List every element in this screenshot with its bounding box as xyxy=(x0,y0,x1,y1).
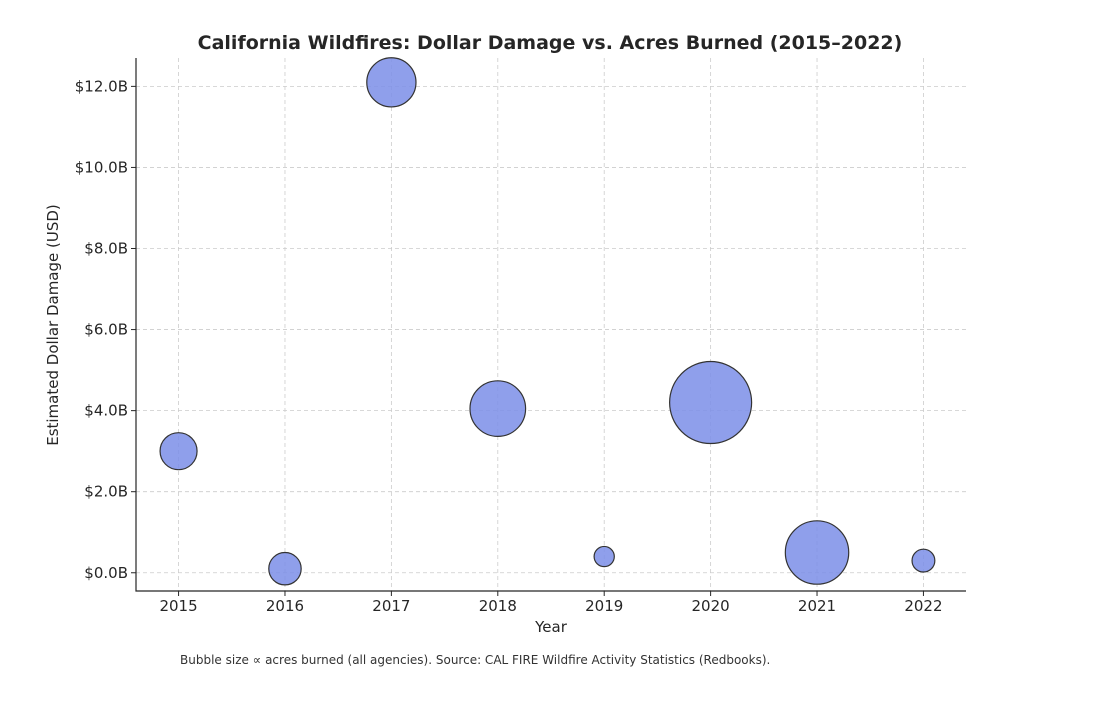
x-tick-label: 2020 xyxy=(692,597,730,615)
y-tick-label: $8.0B xyxy=(84,240,128,258)
x-ticks: 2015 2016 2017 2018 2019 2020 2021 2022 xyxy=(159,591,943,615)
y-tick-label: $0.0B xyxy=(84,564,128,582)
y-axis-label: Estimated Dollar Damage (USD) xyxy=(44,204,62,446)
x-tick-label: 2018 xyxy=(479,597,517,615)
y-tick-label: $12.0B xyxy=(75,77,128,95)
x-tick-label: 2022 xyxy=(904,597,942,615)
bubble-2019 xyxy=(593,545,615,568)
bubble-2017 xyxy=(366,57,417,108)
x-axis-label: Year xyxy=(534,618,568,636)
bubble-2016 xyxy=(268,551,302,586)
x-tick-label: 2017 xyxy=(372,597,410,615)
axes-frame xyxy=(135,58,966,592)
x-tick-label: 2016 xyxy=(266,597,304,615)
y-ticks: $0.0B $2.0B $4.0B $6.0B $8.0B $10.0B $12.0B xyxy=(75,77,136,582)
bubble-2021 xyxy=(784,520,850,585)
y-tick-label: $4.0B xyxy=(84,402,128,420)
x-tick-label: 2021 xyxy=(798,597,836,615)
y-tick-label: $10.0B xyxy=(75,158,128,176)
bubble-2022 xyxy=(911,548,936,573)
chart-caption: Bubble size ∝ acres burned (all agencies… xyxy=(180,653,771,667)
bubbles xyxy=(159,57,936,586)
y-tick-label: $6.0B xyxy=(84,321,128,339)
bubble-2020 xyxy=(669,360,753,445)
grid xyxy=(136,58,966,591)
chart-title: California Wildfires: Dollar Damage vs. … xyxy=(198,32,903,54)
y-tick-label: $2.0B xyxy=(84,483,128,501)
bubble-2018 xyxy=(469,380,527,438)
x-tick-label: 2015 xyxy=(159,597,197,615)
x-tick-label: 2019 xyxy=(585,597,623,615)
bubble-2015 xyxy=(159,432,198,471)
